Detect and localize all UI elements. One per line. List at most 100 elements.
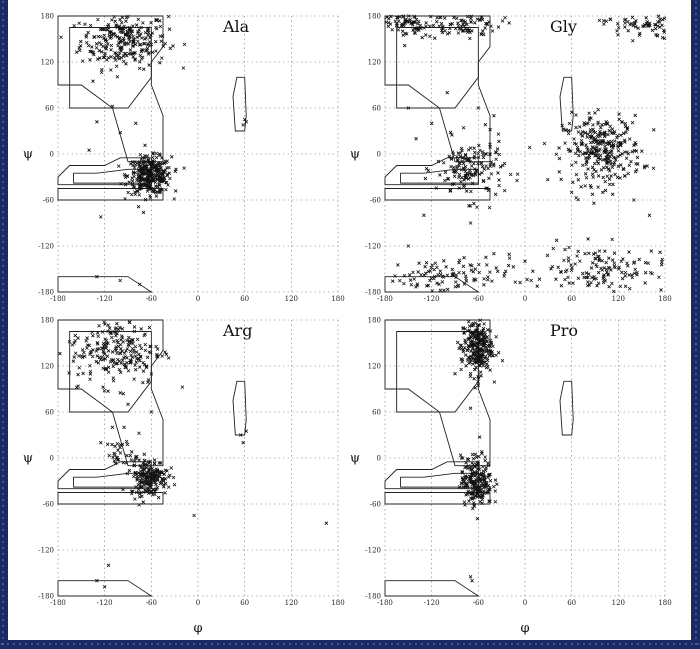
data-point [135,35,139,39]
data-point [486,188,491,193]
data-point [469,189,473,194]
border-dot [695,517,697,519]
data-point [88,23,93,28]
data-point [435,15,439,20]
border-dot [2,571,4,573]
data-point [86,43,91,48]
x-tick-label: 120 [285,295,298,303]
data-point [152,159,157,164]
data-point [616,33,620,37]
border-dot [695,493,697,495]
border-dot [631,643,633,645]
data-point [582,123,586,127]
data-point [595,139,599,143]
border-dot [2,583,4,585]
border-dot [655,643,657,645]
data-point [416,26,420,30]
data-point [627,163,632,168]
border-dot [2,607,4,609]
border-dot [367,643,369,645]
data-point [591,175,595,180]
border-dot [421,643,423,645]
border-dot [2,505,4,507]
data-point [622,138,627,143]
data-point [467,171,472,176]
data-point [567,245,571,250]
border-dot [139,643,141,645]
data-point [127,180,131,184]
data-point [123,197,127,201]
border-dot [583,643,585,645]
data-point [167,27,172,31]
data-point [600,139,605,143]
border-dot [2,37,4,39]
border-dot [695,529,697,531]
data-point [415,21,420,26]
data-point [409,20,414,25]
data-point [574,160,578,165]
data-point [449,157,454,161]
data-point [598,147,602,151]
border-dot [2,619,4,621]
border-dot [2,115,4,117]
data-point [563,141,567,145]
data-point [457,27,462,31]
data-point [500,19,505,23]
data-point [616,148,621,153]
border-dot [145,643,147,645]
border-dot [127,643,129,645]
data-point [128,48,133,52]
data-point [440,26,445,31]
data-point [136,189,140,193]
border-dot [2,541,4,543]
data-point [164,160,168,165]
border-dot [403,643,405,645]
data-point [587,153,592,158]
data-point [129,52,133,56]
border-dot [2,475,4,477]
x-tick-label: 180 [331,295,344,303]
border-dot [695,289,697,291]
data-point [625,264,630,268]
data-point [464,189,469,193]
data-point [150,50,155,55]
data-point [479,160,483,165]
border-dot [2,367,4,369]
data-point [137,282,142,287]
data-point [148,36,152,40]
data-point [475,205,479,210]
border-dot [695,31,697,33]
data-point [134,23,139,27]
border-dot [667,643,669,645]
y-tick-label: -180 [365,289,381,297]
data-point [472,156,477,160]
data-point [615,21,620,26]
border-dot [487,643,489,645]
data-point [401,23,406,28]
border-dot [469,643,471,645]
data-point [527,145,532,150]
border-dot [187,643,189,645]
border-dot [2,241,4,243]
data-point [457,175,461,180]
data-point [422,26,426,30]
border-dot [2,85,4,87]
data-point [594,148,599,152]
border-dot [499,643,501,645]
data-point [116,164,121,168]
data-point [158,24,163,29]
data-point [77,46,82,50]
data-point [113,19,118,24]
border-dot [115,643,117,645]
data-point [578,149,583,154]
data-point [449,156,454,160]
border-dot [2,49,4,51]
data-point [589,148,594,152]
border-dot [2,283,4,285]
data-point [115,35,120,39]
data-point [559,177,563,182]
data-point [468,30,472,35]
data-point [396,19,401,23]
data-point [485,186,489,191]
data-point [602,134,607,138]
